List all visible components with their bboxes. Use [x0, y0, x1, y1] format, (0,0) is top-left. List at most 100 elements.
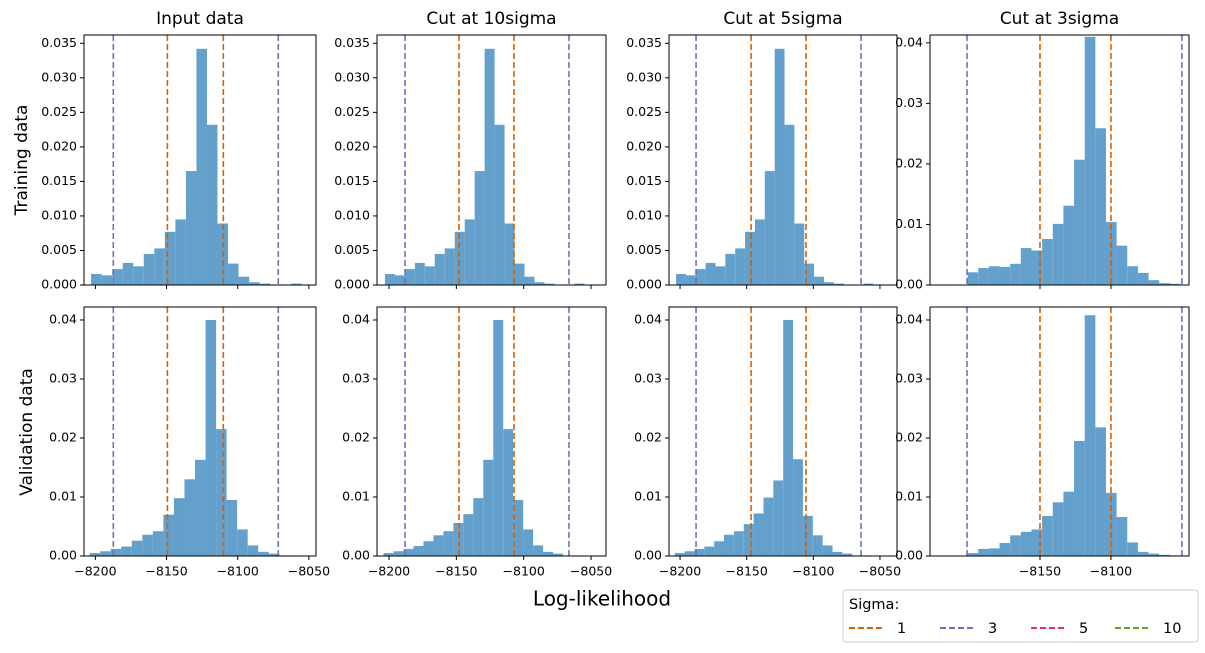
axes-frame: [376, 34, 607, 286]
y-tick-label: 0.025: [626, 104, 662, 119]
y-tick-label: 0.005: [626, 242, 662, 257]
bar: [714, 541, 725, 556]
x-tick-label: −8150: [145, 564, 187, 579]
bar: [764, 171, 775, 285]
bar: [832, 551, 843, 556]
y-tick-label: 0.020: [334, 138, 370, 153]
legend-label: 5: [1079, 621, 1088, 637]
bar: [434, 253, 445, 285]
bar: [423, 541, 434, 556]
bar: [735, 248, 746, 285]
legend-label: 10: [1163, 621, 1181, 637]
bar: [1127, 542, 1138, 556]
bar: [228, 263, 239, 285]
bar: [1084, 36, 1096, 285]
bar: [999, 266, 1011, 285]
bar: [249, 282, 260, 285]
x-tick-label: −8100: [1090, 564, 1132, 579]
bar: [185, 171, 197, 285]
x-tick-label: −8100: [503, 564, 545, 579]
y-tick-label: 0.030: [41, 69, 77, 84]
bar: [1031, 250, 1043, 285]
bar: [268, 553, 280, 556]
bar: [504, 223, 515, 285]
y-tick-label: 0.02: [895, 155, 923, 170]
y-tick-label: 0.00: [342, 548, 370, 563]
y-tick-label: 0.010: [334, 207, 370, 222]
y-tick-label: 0.04: [342, 311, 370, 326]
bar: [544, 283, 555, 285]
x-tick-label: −8100: [792, 564, 834, 579]
bar: [1020, 531, 1032, 556]
axes-frame: [376, 306, 607, 557]
bar: [794, 223, 805, 285]
bar: [812, 535, 823, 556]
bar: [1127, 266, 1138, 285]
y-tick-label: 0.01: [895, 216, 923, 231]
bar: [513, 499, 524, 556]
bar: [131, 540, 143, 556]
y-tick-label: 0.01: [49, 488, 77, 503]
bar: [142, 534, 153, 556]
axes-frame: [668, 306, 898, 557]
bar: [533, 545, 544, 556]
bar: [216, 429, 227, 556]
bar: [184, 479, 196, 556]
y-tick-label: 0.02: [895, 429, 923, 444]
x-tick-label: −8050: [570, 564, 612, 579]
y-tick-label: 0.015: [626, 173, 662, 188]
x-tick-label: −8200: [368, 564, 410, 579]
bar: [473, 498, 484, 556]
bar: [196, 48, 207, 286]
bar: [743, 524, 754, 556]
y-tick-label: 0.01: [342, 488, 370, 503]
bar: [238, 276, 250, 285]
panel-title: Cut at 5sigma: [723, 9, 842, 29]
bar: [1052, 502, 1064, 556]
x-tick-label: −8200: [74, 564, 116, 579]
bar: [463, 514, 474, 556]
bar: [773, 480, 784, 556]
bar: [393, 551, 404, 556]
bar: [1095, 128, 1106, 285]
y-tick-label: 0.04: [49, 311, 77, 326]
row-label: Validation data: [17, 368, 37, 496]
bar: [674, 553, 685, 556]
bar: [1042, 238, 1053, 285]
bar: [403, 548, 414, 556]
bar: [383, 553, 394, 556]
bar: [164, 231, 176, 285]
x-tick-label: −8200: [659, 564, 701, 579]
bar: [1116, 517, 1128, 556]
legend-label: 3: [988, 621, 997, 637]
bar: [802, 515, 813, 556]
y-tick-label: 0.04: [895, 311, 923, 326]
bar: [143, 253, 155, 285]
panel-title: Input data: [156, 9, 244, 29]
y-tick-label: 0.015: [334, 173, 370, 188]
bar: [433, 535, 444, 556]
y-tick-label: 0.035: [334, 35, 370, 50]
bar: [745, 231, 755, 285]
row-label: Training data: [12, 105, 32, 217]
y-tick-label: 0.02: [49, 429, 77, 444]
bar: [705, 262, 716, 285]
bar: [684, 551, 695, 556]
bar: [967, 553, 979, 556]
bar: [175, 219, 186, 285]
bar: [1052, 223, 1064, 285]
bar: [1169, 283, 1181, 285]
axes-frame: [929, 306, 1190, 557]
panel-title: Cut at 10sigma: [426, 9, 556, 29]
bar: [1074, 440, 1085, 556]
bar: [444, 248, 455, 285]
bar: [494, 124, 505, 285]
y-tick-label: 0.020: [626, 138, 662, 153]
y-tick-label: 0.04: [634, 311, 662, 326]
bar: [833, 283, 844, 285]
y-tick-label: 0.030: [626, 69, 662, 84]
axes-frame: [668, 34, 898, 286]
bar: [1031, 529, 1043, 556]
bar: [685, 275, 696, 285]
